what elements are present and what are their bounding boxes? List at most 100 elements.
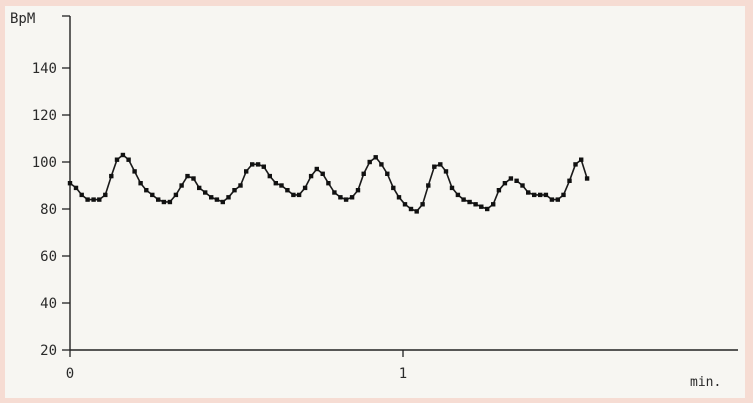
data-point [79,192,84,198]
data-point [179,183,184,188]
data-point [103,192,108,198]
data-point [526,190,531,195]
data-point [408,206,414,212]
data-point [561,192,566,198]
heart-rate-trace [67,152,590,214]
data-point [532,192,537,198]
data-point [367,159,372,165]
data-point [238,183,243,188]
data-point [232,188,237,193]
data-point [338,195,343,200]
data-point [173,192,179,198]
data-point [432,164,437,169]
y-tick-label-80: 80 [40,202,57,218]
data-point [255,162,261,167]
data-point [97,197,102,202]
data-point [150,192,155,198]
data-point [567,178,572,183]
data-point [449,185,455,191]
data-point [443,169,449,174]
data-point [426,183,431,188]
axes [69,16,738,351]
data-point [361,171,366,176]
data-point [349,195,355,200]
data-point [355,188,361,193]
tick-labels: 20 40 60 80 100 120 140 0 1 [32,61,408,382]
data-point [326,181,331,186]
data-point [114,157,120,162]
data-point [538,192,543,198]
data-point [138,181,143,186]
data-point [502,181,508,186]
data-point [584,176,590,181]
data-point [226,195,231,200]
x-axis-title: min. [690,375,721,390]
data-point [126,157,131,162]
data-point [455,192,461,198]
data-point [414,209,419,214]
data-point [485,206,490,212]
data-point [161,199,167,205]
data-point [109,173,114,179]
data-point [514,178,519,183]
data-point [520,183,525,188]
data-point [302,185,308,191]
data-point [279,183,284,188]
data-point [185,173,190,179]
data-point [167,199,173,205]
data-point [373,155,378,160]
data-point [261,164,266,169]
data-point [461,197,466,202]
data-point [250,162,255,167]
data-point [467,199,472,205]
data-point [314,166,319,172]
data-point [549,197,555,202]
data-point [144,188,149,193]
data-point [396,195,402,200]
data-point [343,197,349,202]
y-tick-label-60: 60 [40,249,57,265]
data-point [291,192,296,198]
y-tick-label-100: 100 [32,155,57,171]
data-point [379,162,384,167]
heart-rate-series-0-line [69,154,512,213]
data-point [67,181,73,186]
y-axis-title: BpM [10,11,35,27]
y-tick-label-120: 120 [32,108,57,124]
data-point [543,192,549,198]
data-point [296,192,302,198]
data-point [508,176,514,181]
data-point [191,176,196,181]
data-point [209,195,214,200]
data-point [91,197,96,202]
x-tick-label-1: 1 [399,366,407,382]
x-tick-label-0: 0 [66,366,74,382]
data-point [473,202,478,207]
data-point [555,197,560,202]
data-point [420,202,425,207]
data-point [496,188,502,193]
data-point [391,185,396,191]
data-point [285,188,290,193]
data-point [197,185,202,191]
tick-marks [62,15,404,357]
data-point [120,152,126,158]
data-point [332,190,337,195]
chart-paper [5,6,745,398]
y-tick-label-140: 140 [32,61,57,77]
data-point [156,197,161,202]
data-point [244,169,249,174]
data-point [402,202,408,207]
data-point [438,162,443,167]
data-point [385,171,390,176]
data-point [573,162,578,167]
data-point [491,202,496,207]
data-point [579,157,584,162]
data-point [308,173,314,179]
data-point [320,171,325,176]
data-point [85,197,90,202]
data-point [73,185,79,191]
data-point [214,197,220,202]
data-point [479,204,484,209]
